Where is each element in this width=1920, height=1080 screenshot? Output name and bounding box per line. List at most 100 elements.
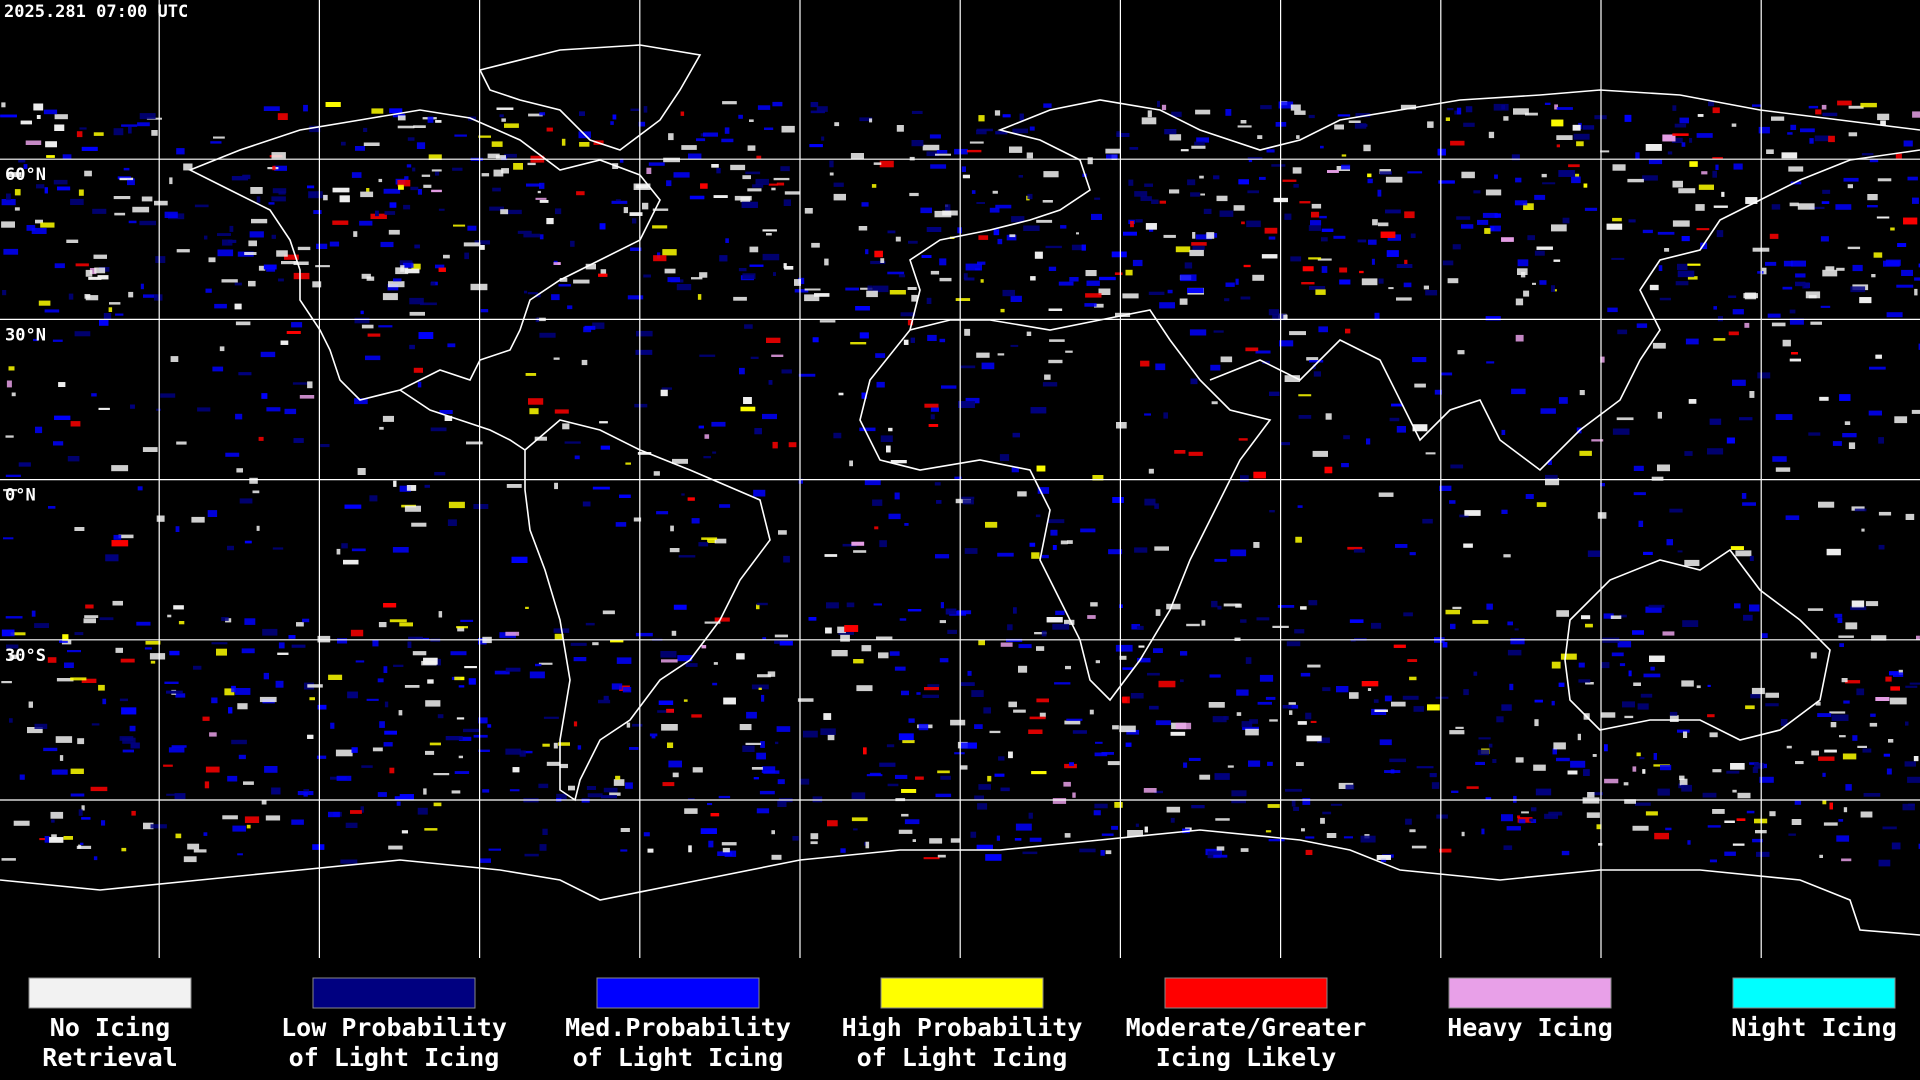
- icing-pixel: [1000, 642, 1013, 647]
- icing-pixel: [1319, 215, 1327, 219]
- coast-antarctica: [0, 829, 1920, 936]
- icing-pixel: [122, 737, 136, 744]
- icing-pixel: [668, 133, 674, 141]
- icing-pixel: [302, 618, 310, 623]
- icing-pixel: [1466, 786, 1479, 789]
- icing-pixel: [1591, 439, 1604, 442]
- icing-pixel: [164, 681, 179, 684]
- icing-pixel: [523, 233, 541, 238]
- icing-pixel: [80, 842, 84, 846]
- icing-pixel: [865, 249, 869, 255]
- icing-pixel: [792, 836, 799, 841]
- icing-pixel: [886, 445, 891, 453]
- icing-pixel: [500, 209, 509, 215]
- icing-pixel: [710, 813, 720, 817]
- icing-pixel: [937, 770, 950, 774]
- icing-pixel: [1030, 407, 1047, 414]
- icing-pixel: [1486, 603, 1493, 610]
- icing-pixel: [1683, 731, 1688, 738]
- icing-pixel: [1534, 699, 1543, 703]
- icing-pixel: [1203, 208, 1212, 214]
- icing-pixel: [691, 518, 700, 524]
- icing-pixel: [1013, 709, 1026, 713]
- icing-pixel: [1820, 236, 1829, 242]
- icing-pixel: [1728, 331, 1739, 336]
- icing-pixel: [288, 635, 296, 639]
- icing-pixel: [1345, 784, 1355, 790]
- icing-pixel: [858, 226, 868, 231]
- icing-pixel: [1679, 775, 1685, 780]
- icing-pixel: [1645, 811, 1658, 816]
- icing-pixel: [357, 468, 366, 475]
- icing-pixel: [1309, 360, 1324, 363]
- icing-pixel: [388, 281, 405, 288]
- icing-pixel: [1617, 641, 1632, 648]
- icing-pixel: [241, 648, 255, 654]
- icing-pixel: [1628, 219, 1636, 223]
- icing-pixel: [1642, 175, 1658, 181]
- icing-pixel: [907, 609, 922, 612]
- icing-pixel: [1684, 559, 1700, 566]
- icing-pixel: [1513, 795, 1517, 803]
- icing-pixel: [929, 838, 943, 844]
- icing-pixel: [277, 652, 289, 655]
- icing-pixel: [130, 742, 140, 749]
- icing-pixel: [1637, 703, 1649, 710]
- icing-pixel: [619, 158, 624, 163]
- icing-pixel: [256, 525, 260, 531]
- coast-central-america: [399, 389, 526, 451]
- icing-pixel: [1912, 197, 1919, 204]
- icing-pixel: [1144, 498, 1156, 506]
- icing-pixel: [27, 727, 43, 734]
- icing-pixel: [1099, 276, 1116, 281]
- icing-pixel: [1607, 307, 1618, 313]
- icing-pixel: [1638, 520, 1644, 527]
- icing-pixel: [660, 651, 677, 658]
- icing-pixel: [1627, 178, 1644, 183]
- icing-pixel: [336, 775, 352, 781]
- icing-pixel: [691, 277, 703, 280]
- icing-pixel: [81, 817, 91, 820]
- icing-pixel: [1856, 688, 1865, 696]
- icing-pixel: [888, 513, 901, 520]
- icing-pixel: [70, 768, 84, 774]
- icing-pixel: [907, 287, 917, 290]
- icing-pixel: [538, 783, 549, 789]
- icing-pixel: [36, 115, 41, 119]
- icing-pixel: [35, 219, 43, 224]
- icing-pixel: [870, 260, 886, 265]
- legend-label: Med.Probability: [565, 1013, 791, 1042]
- icing-pixel: [7, 172, 22, 178]
- icing-pixel: [404, 176, 409, 180]
- icing-pixel: [1463, 689, 1469, 696]
- icing-pixel: [971, 690, 984, 697]
- icing-pixel: [730, 164, 746, 171]
- icing-pixel: [766, 233, 772, 236]
- icing-pixel: [414, 244, 420, 249]
- icing-pixel: [1867, 205, 1878, 208]
- icing-pixel: [129, 725, 136, 732]
- icing-pixel: [939, 258, 947, 266]
- icing-pixel: [84, 170, 92, 177]
- icing-pixel: [930, 270, 940, 275]
- icing-pixel: [1450, 140, 1465, 146]
- icing-pixel: [54, 263, 65, 269]
- icing-pixel: [1657, 464, 1670, 472]
- icing-pixel: [1503, 845, 1513, 850]
- icing-pixel: [89, 268, 97, 275]
- icing-pixel: [1290, 256, 1302, 262]
- icing-pixel: [833, 193, 846, 201]
- icing-pixel: [1788, 833, 1796, 836]
- icing-pixel: [1888, 739, 1894, 743]
- icing-pixel: [1049, 339, 1065, 342]
- icing-pixel: [898, 733, 914, 741]
- icing-pixel: [1305, 712, 1312, 720]
- icing-pixel: [573, 721, 578, 727]
- icing-pixel: [812, 796, 823, 803]
- icing-pixel: [865, 841, 870, 849]
- icing-pixel: [776, 182, 785, 186]
- icing-pixel: [869, 118, 873, 123]
- icing-pixel: [1808, 432, 1821, 436]
- icing-pixel: [1349, 692, 1359, 699]
- icing-pixel: [880, 258, 885, 263]
